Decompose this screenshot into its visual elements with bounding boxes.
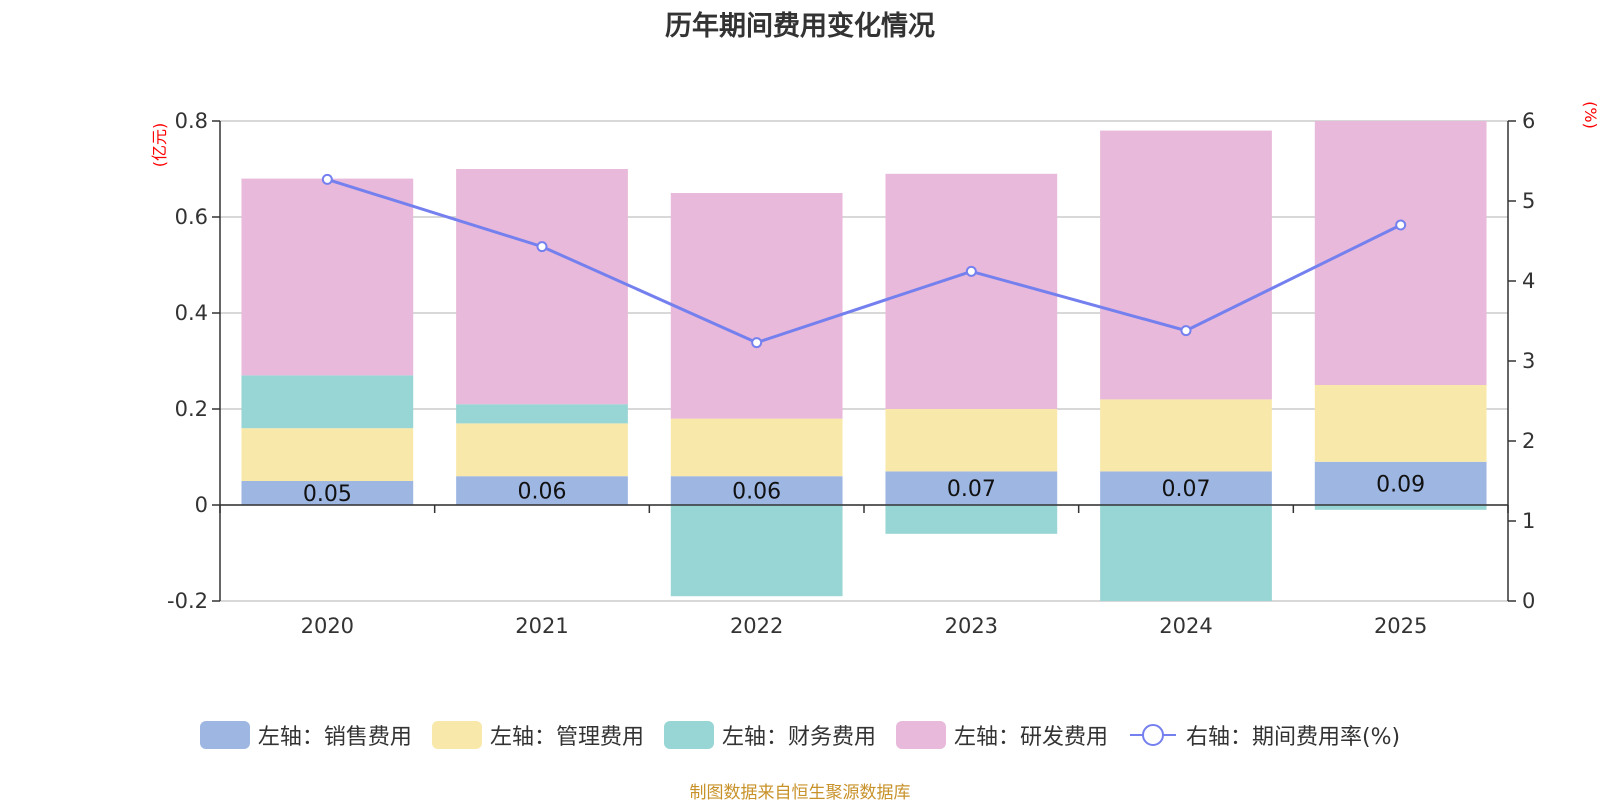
legend-item-expense-ratio[interactable]: 右轴：期间费用率(%) xyxy=(1128,719,1400,751)
bar-segment-3-2021 xyxy=(456,169,628,405)
x-axis-tick-label: 2022 xyxy=(730,614,783,638)
left-axis-tick-label: 0.2 xyxy=(175,397,208,421)
legend-swatch-rnd xyxy=(895,721,946,749)
chart-title: 历年期间费用变化情况 xyxy=(665,11,935,42)
bar-data-label: 0.06 xyxy=(732,480,781,505)
bar-segment-1-2024 xyxy=(1100,399,1272,472)
bar-segment-3-2022 xyxy=(670,193,843,419)
left-axis-tick-label: 0.6 xyxy=(175,205,208,229)
x-axis-tick-label: 2024 xyxy=(1159,614,1212,638)
bar-segment-0-2022 xyxy=(670,476,843,505)
left-axis-tick-label: 0 xyxy=(195,493,208,517)
bar-segment-3-2024 xyxy=(1100,130,1272,400)
x-axis-tick-label: 2021 xyxy=(515,614,568,638)
legend-item-rnd[interactable]: 左轴：研发费用 xyxy=(895,719,1108,751)
bar-segment-2-2021 xyxy=(456,404,628,424)
legend-label: 左轴：财务费用 xyxy=(721,725,876,750)
left-axis-tick-label: -0.2 xyxy=(167,589,208,613)
bar-segment-3-2020 xyxy=(241,178,414,376)
right-axis-tick-label: 3 xyxy=(1522,349,1535,373)
legend-label: 左轴：销售费用 xyxy=(257,725,412,750)
right-axis-tick-label: 0 xyxy=(1522,589,1535,613)
right-axis-tick-label: 6 xyxy=(1522,109,1535,133)
right-axis-tick-label: 4 xyxy=(1522,269,1535,293)
bar-segment-2-2020 xyxy=(241,375,414,429)
x-axis-tick-label: 2025 xyxy=(1374,614,1427,638)
expense-ratio-point xyxy=(965,265,977,277)
legend-item-sales[interactable]: 左轴：销售费用 xyxy=(199,719,412,751)
legend-swatch-admin xyxy=(431,721,482,749)
x-axis-tick-label: 2023 xyxy=(945,614,998,638)
expense-ratio-point xyxy=(321,173,333,185)
x-axis-tick-label: 2020 xyxy=(301,614,354,638)
legend-swatch-sales xyxy=(199,721,250,749)
bar-segment-2-2024 xyxy=(1100,505,1272,601)
left-axis-unit: (亿元) xyxy=(150,123,169,168)
bar-segment-2-2025 xyxy=(1314,505,1487,510)
legend-label: 左轴：管理费用 xyxy=(489,725,644,750)
bar-data-label: 0.07 xyxy=(947,477,996,502)
bar-segment-1-2023 xyxy=(885,409,1058,472)
right-axis-tick-label: 5 xyxy=(1522,189,1535,213)
bar-segment-2-2022 xyxy=(670,505,843,597)
bar-segment-1-2022 xyxy=(670,418,843,477)
legend-label: 左轴：研发费用 xyxy=(953,725,1108,750)
legend-swatch-finance xyxy=(663,721,714,749)
left-axis-tick-label: 0.8 xyxy=(175,109,208,133)
label-layer: 0.05 0.06 0.06 0.07 0.07 0.09 xyxy=(303,472,1425,507)
right-axis-tick-label: 1 xyxy=(1522,509,1535,533)
bar-data-label: 0.06 xyxy=(518,480,567,505)
data-source-note: 制图数据来自恒生聚源数据库 xyxy=(689,783,911,803)
bar-segment-0-2025 xyxy=(1314,461,1487,505)
left-axis-tick-label: 0.4 xyxy=(175,301,208,325)
right-axis-unit: (%) xyxy=(1581,101,1600,129)
expense-ratio-point xyxy=(536,241,548,253)
line-layer xyxy=(321,173,1407,349)
bar-segment-1-2025 xyxy=(1314,385,1487,462)
legend: 左轴：销售费用 左轴：管理费用 左轴：财务费用 左轴：研发费用 右轴：期间费用率… xyxy=(0,718,1600,752)
legend-item-finance[interactable]: 左轴：财务费用 xyxy=(663,719,876,751)
bar-segment-0-2024 xyxy=(1100,471,1272,505)
bar-segment-0-2023 xyxy=(885,471,1058,505)
expense-ratio-point xyxy=(1180,325,1192,337)
bar-segment-0-2021 xyxy=(456,476,628,505)
bar-data-label: 0.05 xyxy=(303,482,352,507)
bar-segment-0-2020 xyxy=(241,481,414,505)
bar-segment-2-2023 xyxy=(885,505,1058,534)
axis-layer: -0.2 0 0.2 0.4 0.6 0.8 0 1 2 3 4 5 6 2020 2021 2022 2023… xyxy=(167,109,1535,638)
legend-line-marker-icon xyxy=(1129,724,1176,746)
bar-segment-1-2020 xyxy=(241,428,414,481)
bar-layer xyxy=(241,121,1487,601)
right-axis-tick-label: 2 xyxy=(1522,429,1535,453)
expense-ratio-point xyxy=(1395,219,1407,231)
expense-ratio-line xyxy=(326,177,1402,345)
legend-item-admin[interactable]: 左轴：管理费用 xyxy=(431,719,644,751)
bar-data-label: 0.09 xyxy=(1376,472,1425,497)
bar-data-label: 0.07 xyxy=(1162,477,1211,502)
legend-label: 右轴：期间费用率(%) xyxy=(1185,725,1401,750)
expense-ratio-point xyxy=(751,337,763,349)
bar-segment-1-2021 xyxy=(456,423,628,477)
